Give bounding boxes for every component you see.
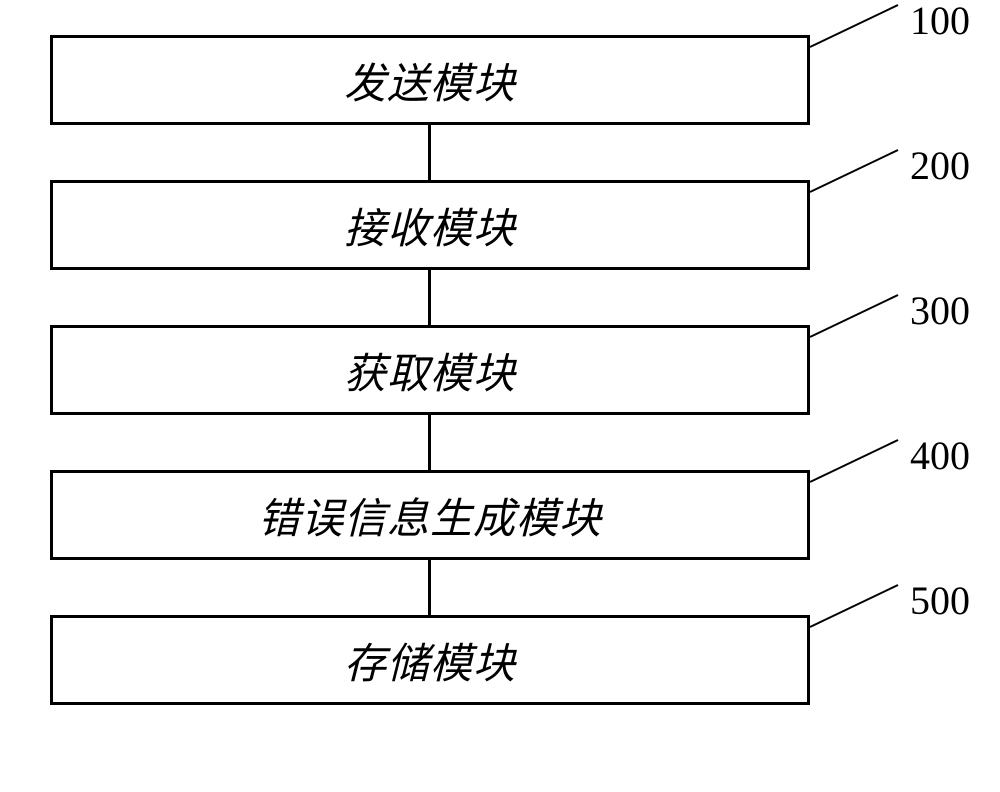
flowchart-connector [428,560,431,615]
node-ref-label: 400 [910,432,970,479]
flowchart-connector [428,415,431,470]
node-ref-label: 200 [910,142,970,189]
node-label: 错误信息生成模块 [258,485,602,546]
flowchart-container: 发送模块 100 接收模块 200 获取模块 300 错误信息生成模块 [50,35,950,705]
flowchart-row: 发送模块 100 [50,35,950,125]
flowchart-row: 接收模块 200 [50,180,950,270]
flowchart-row: 获取模块 300 [50,325,950,415]
flowchart-row: 存储模块 500 [50,615,950,705]
node-ref-label: 100 [910,0,970,44]
flowchart-connector [428,125,431,180]
flowchart-node: 获取模块 [50,325,810,415]
node-label: 获取模块 [344,340,516,401]
node-label: 存储模块 [344,630,516,691]
node-ref-label: 300 [910,287,970,334]
node-ref-label: 500 [910,577,970,624]
flowchart-node: 存储模块 [50,615,810,705]
node-label: 接收模块 [344,195,516,256]
flowchart-node: 发送模块 [50,35,810,125]
node-label: 发送模块 [344,50,516,111]
flowchart-connector [428,270,431,325]
flowchart-row: 错误信息生成模块 400 [50,470,950,560]
flowchart-node: 接收模块 [50,180,810,270]
flowchart-node: 错误信息生成模块 [50,470,810,560]
